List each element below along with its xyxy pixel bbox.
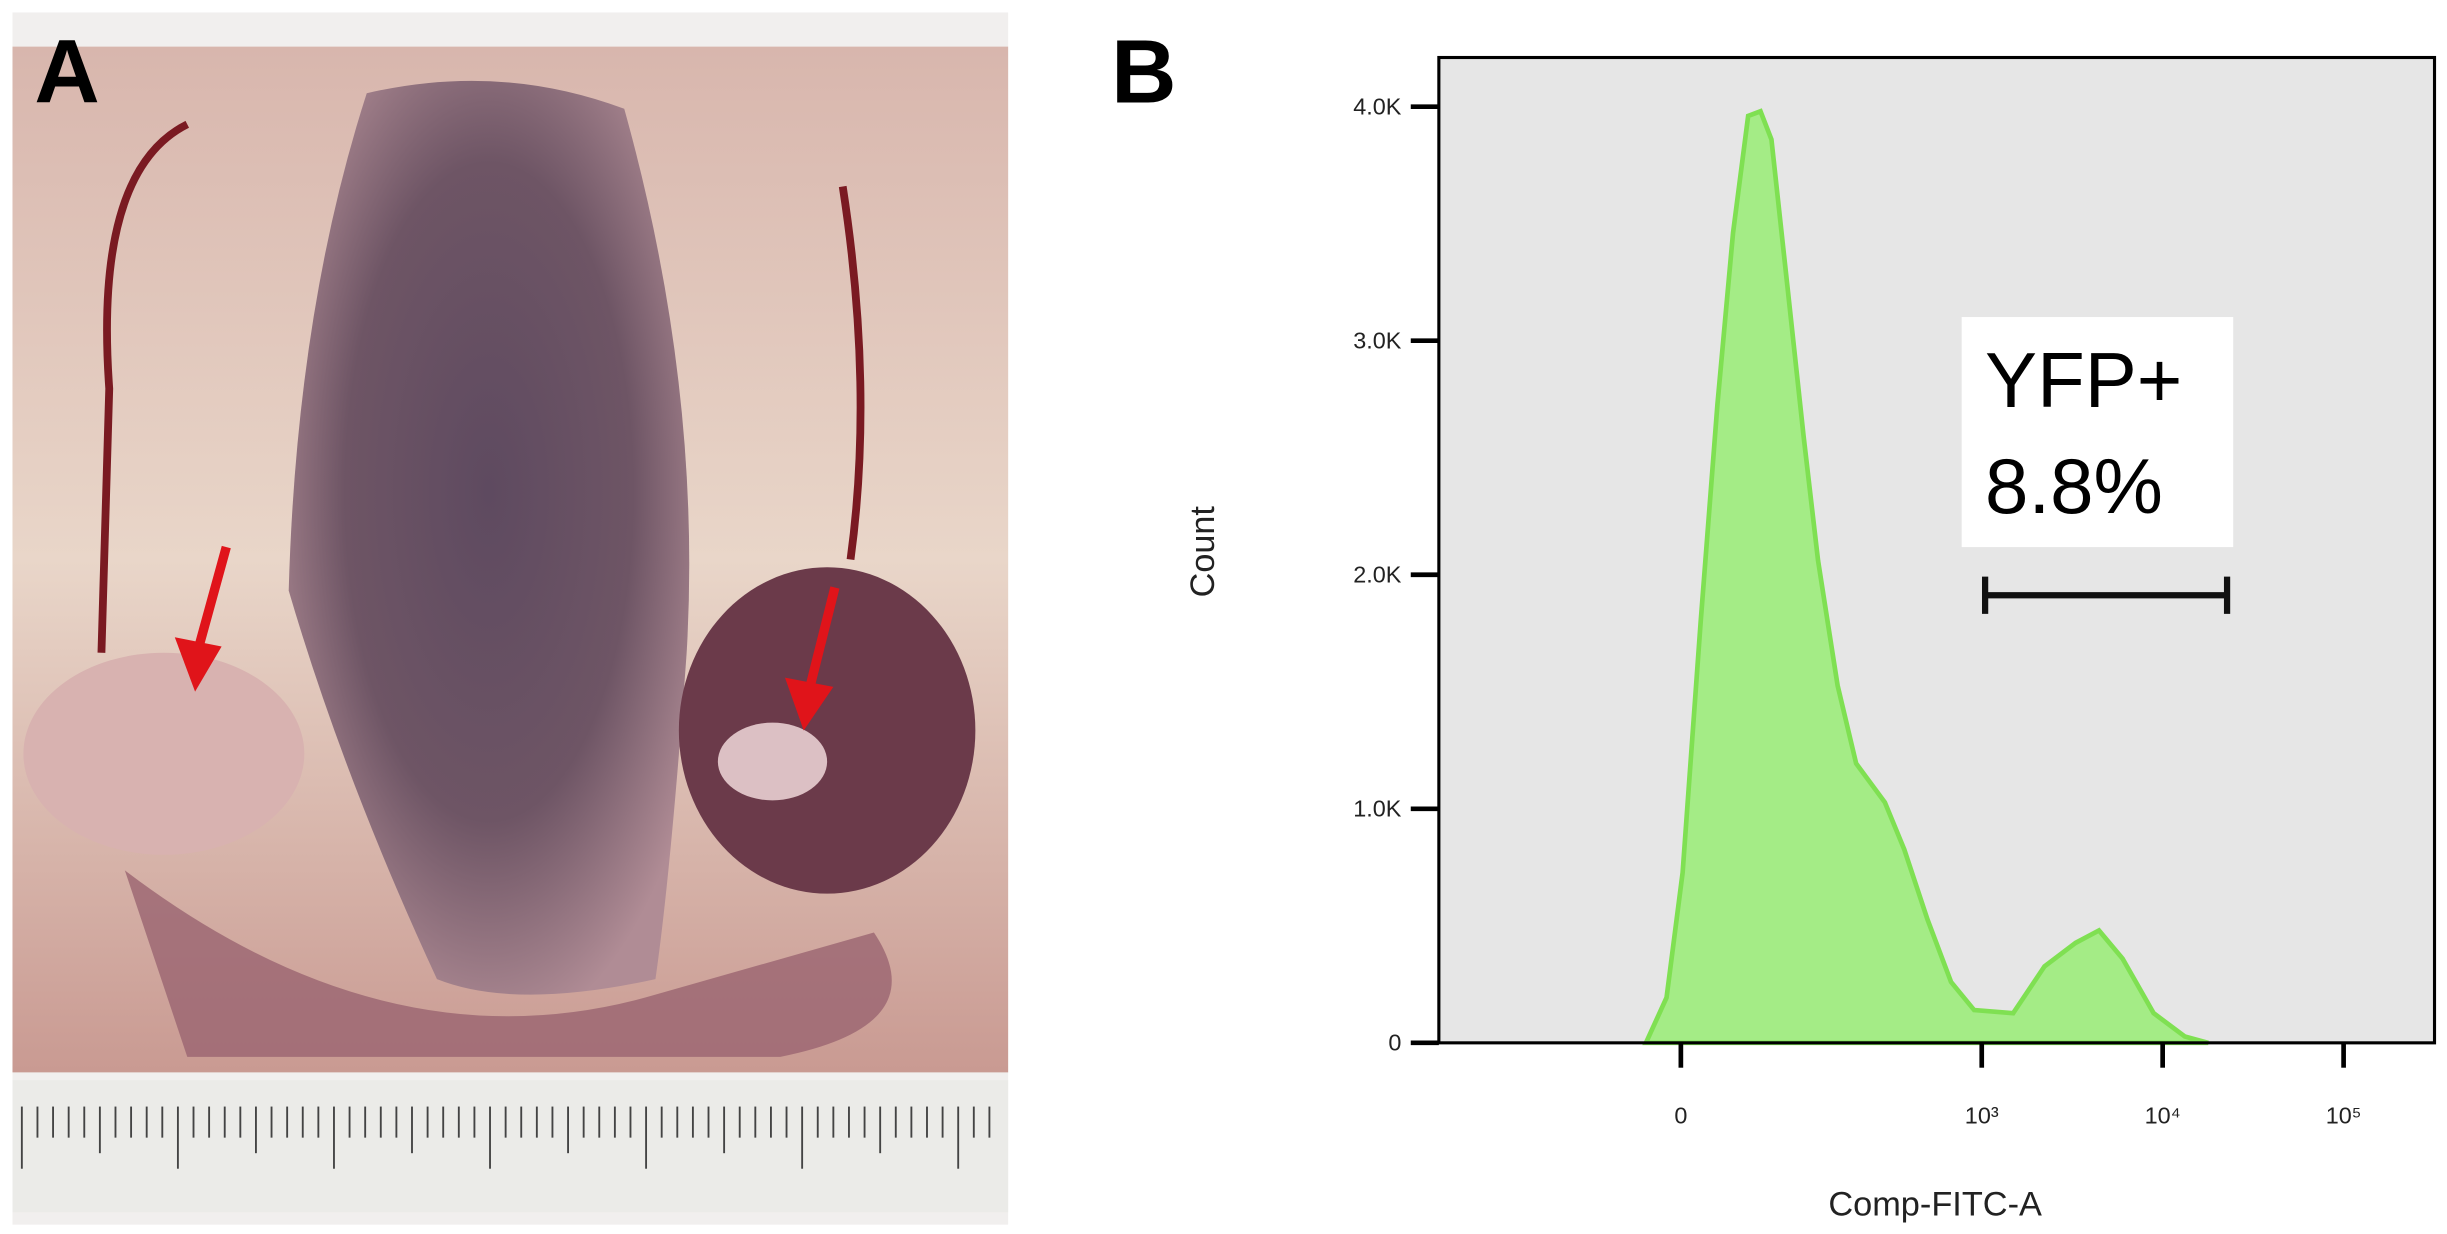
- x-tick-label: 10⁵: [2326, 1103, 2362, 1129]
- tumor-highlight: [717, 722, 828, 801]
- y-tick-label: 0: [1388, 1030, 1401, 1056]
- tumor: [678, 567, 976, 894]
- gate-name: YFP+: [1985, 338, 2182, 424]
- vessel: [97, 120, 865, 653]
- x-tick-label: 10³: [1965, 1103, 1999, 1129]
- histogram: [1642, 108, 2209, 1046]
- y-tick-label: 4.0K: [1353, 93, 1402, 119]
- photo: A: [12, 12, 1009, 1225]
- ruler: [12, 1080, 1009, 1213]
- gate-label-box: [1961, 317, 2234, 548]
- plot-frame: [1437, 55, 2437, 1045]
- plot-area: [1438, 57, 2435, 1043]
- tissue: [124, 870, 892, 1057]
- y-tick-label: 2.0K: [1353, 562, 1402, 588]
- panel-label: B: [1111, 22, 1176, 123]
- tumor: [23, 652, 305, 855]
- x-tick-label: 10⁴: [2145, 1103, 2181, 1129]
- x-axis-label: Comp-FITC-A: [1828, 1185, 2042, 1223]
- ruler-ticks: [20, 1106, 991, 1169]
- y-tick-label: 1.0K: [1353, 796, 1402, 822]
- gate-value: 8.8%: [1985, 444, 2163, 530]
- x-tick-label: 0: [1674, 1103, 1687, 1129]
- y-tick-label: 3.0K: [1353, 328, 1402, 354]
- panel-label: A: [34, 22, 99, 123]
- y-axis-label: Count: [1184, 506, 1222, 598]
- arrow: [174, 545, 840, 731]
- abdomen: [288, 80, 690, 995]
